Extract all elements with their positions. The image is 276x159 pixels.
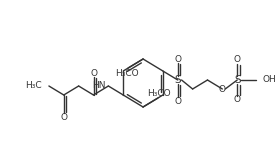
Text: O: O (219, 84, 226, 93)
Text: H₃CO: H₃CO (147, 89, 171, 97)
Text: O: O (234, 96, 241, 104)
Text: H₃CO: H₃CO (115, 69, 139, 77)
Text: O: O (90, 69, 97, 77)
Text: S: S (174, 75, 181, 85)
Text: O: O (174, 97, 181, 106)
Text: O: O (60, 113, 67, 121)
Text: O: O (234, 55, 241, 65)
Text: HN: HN (92, 82, 105, 90)
Text: S: S (234, 75, 241, 85)
Text: O: O (174, 55, 181, 63)
Text: OH: OH (262, 76, 276, 84)
Text: H₃C: H₃C (25, 82, 41, 90)
